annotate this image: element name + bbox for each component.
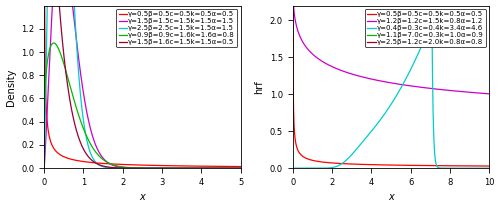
γ=0.4β=0.3c=0.4k=3.4α=4.6 bbox=[486, 167, 492, 169]
γ=1.5β=1.6c=1.5k=1.5α=0.5 bbox=[212, 167, 218, 169]
γ=1.5β=1.6c=1.5k=1.5α=0.5 bbox=[75, 135, 81, 137]
Line: γ=1.5β=1.6c=1.5k=1.5α=0.5: γ=1.5β=1.6c=1.5k=1.5α=0.5 bbox=[44, 0, 240, 168]
γ=0.5β=0.5c=0.5k=0.5α=0.5 bbox=[238, 165, 244, 168]
γ=0.4β=0.3c=0.4k=3.4α=4.6 bbox=[461, 167, 467, 169]
γ=0.4β=0.3c=0.4k=3.4α=4.6 bbox=[312, 167, 318, 169]
γ=0.5β=0.5c=0.5k=0.5α=0.5 bbox=[116, 163, 122, 166]
γ=2.5β=2.5c=1.5k=1.5α=1.5 bbox=[75, 67, 81, 69]
γ=1.2β=1.2c=1.5k=0.8α=1.2 bbox=[486, 93, 492, 95]
γ=0.9β=0.9c=1.6k=1.6α=0.8 bbox=[125, 166, 131, 169]
γ=1.5β=1.5c=1.5k=1.5α=1.5 bbox=[234, 167, 240, 169]
Legend: γ=0.5β=0.5c=0.5k=0.5α=0.5, γ=1.2β=1.2c=1.5k=0.8α=1.2, γ=0.4β=0.3c=0.4k=3.4α=4.6,: γ=0.5β=0.5c=0.5k=0.5α=0.5, γ=1.2β=1.2c=1… bbox=[365, 9, 486, 47]
γ=0.9β=0.9c=1.6k=1.6α=0.8 bbox=[212, 167, 218, 169]
γ=0.5β=0.5c=0.5k=0.5α=0.5 bbox=[75, 160, 81, 162]
γ=0.5β=0.5c=0.5k=0.5α=0.5 bbox=[461, 165, 467, 167]
γ=1.5β=1.5c=1.5k=1.5α=1.5 bbox=[212, 167, 218, 169]
γ=1.5β=1.5c=1.5k=1.5α=1.5 bbox=[75, 54, 81, 56]
γ=2.5β=2.5c=1.5k=1.5α=1.5 bbox=[125, 167, 131, 169]
γ=1.5β=1.5c=1.5k=1.5α=1.5 bbox=[238, 167, 244, 169]
γ=0.9β=0.9c=1.6k=1.6α=0.8 bbox=[116, 165, 122, 168]
Line: γ=1.2β=1.2c=1.5k=0.8α=1.2: γ=1.2β=1.2c=1.5k=0.8α=1.2 bbox=[292, 0, 489, 94]
γ=0.5β=0.5c=0.5k=0.5α=0.5 bbox=[374, 163, 380, 166]
γ=0.5β=0.5c=0.5k=0.5α=0.5 bbox=[486, 165, 492, 167]
γ=0.4β=0.3c=0.4k=3.4α=4.6 bbox=[374, 124, 380, 126]
γ=1.5β=1.6c=1.5k=1.5α=0.5 bbox=[234, 167, 239, 169]
Line: γ=0.5β=0.5c=0.5k=0.5α=0.5: γ=0.5β=0.5c=0.5k=0.5α=0.5 bbox=[292, 0, 489, 166]
γ=2.5β=2.5c=1.5k=1.5α=1.5 bbox=[234, 167, 240, 169]
γ=1.2β=1.2c=1.5k=0.8α=1.2 bbox=[312, 55, 318, 58]
γ=0.5β=0.5c=0.5k=0.5α=0.5 bbox=[365, 163, 371, 166]
γ=2.5β=2.5c=1.5k=1.5α=1.5 bbox=[212, 167, 218, 169]
γ=1.2β=1.2c=1.5k=0.8α=1.2 bbox=[365, 77, 371, 79]
γ=1.5β=1.5c=1.5k=1.5α=1.5 bbox=[125, 167, 131, 169]
γ=0.9β=0.9c=1.6k=1.6α=0.8 bbox=[50, 42, 56, 44]
γ=0.4β=0.3c=0.4k=3.4α=4.6 bbox=[324, 167, 330, 169]
γ=0.5β=0.5c=0.5k=0.5α=0.5 bbox=[482, 165, 488, 167]
γ=1.5β=1.6c=1.5k=1.5α=0.5 bbox=[116, 167, 122, 169]
γ=0.9β=0.9c=1.6k=1.6α=0.8 bbox=[238, 167, 244, 169]
γ=1.2β=1.2c=1.5k=0.8α=1.2 bbox=[461, 90, 467, 93]
γ=2.5β=2.5c=1.5k=1.5α=1.5 bbox=[41, 167, 47, 169]
Line: γ=0.4β=0.3c=0.4k=3.4α=4.6: γ=0.4β=0.3c=0.4k=3.4α=4.6 bbox=[292, 19, 489, 168]
Line: γ=0.5β=0.5c=0.5k=0.5α=0.5: γ=0.5β=0.5c=0.5k=0.5α=0.5 bbox=[44, 0, 240, 167]
γ=0.9β=0.9c=1.6k=1.6α=0.8 bbox=[64, 72, 70, 74]
Y-axis label: Density: Density bbox=[6, 68, 16, 105]
Line: γ=0.9β=0.9c=1.6k=1.6α=0.8: γ=0.9β=0.9c=1.6k=1.6α=0.8 bbox=[44, 43, 240, 168]
γ=0.4β=0.3c=0.4k=3.4α=4.6 bbox=[482, 167, 488, 169]
γ=0.5β=0.5c=0.5k=0.5α=0.5 bbox=[312, 160, 318, 162]
γ=0.5β=0.5c=0.5k=0.5α=0.5 bbox=[212, 165, 218, 168]
Y-axis label: hrf: hrf bbox=[254, 80, 264, 94]
γ=1.5β=1.6c=1.5k=1.5α=0.5 bbox=[238, 167, 244, 169]
γ=0.4β=0.3c=0.4k=3.4α=4.6 bbox=[290, 167, 296, 169]
Line: γ=2.5β=2.5c=1.5k=1.5α=1.5: γ=2.5β=2.5c=1.5k=1.5α=1.5 bbox=[44, 0, 240, 168]
γ=1.5β=1.5c=1.5k=1.5α=1.5 bbox=[116, 166, 122, 168]
γ=1.2β=1.2c=1.5k=0.8α=1.2 bbox=[374, 79, 380, 81]
γ=0.5β=0.5c=0.5k=0.5α=0.5 bbox=[324, 161, 330, 164]
X-axis label: x: x bbox=[140, 192, 145, 202]
X-axis label: x: x bbox=[388, 192, 394, 202]
γ=1.2β=1.2c=1.5k=0.8α=1.2 bbox=[482, 92, 488, 95]
γ=0.4β=0.3c=0.4k=3.4α=4.6 bbox=[365, 134, 371, 137]
Legend: γ=0.5β=0.5c=0.5k=0.5α=0.5, γ=1.5β=1.5c=1.5k=1.5α=1.5, γ=2.5β=2.5c=1.5k=1.5α=1.5,: γ=0.5β=0.5c=0.5k=0.5α=0.5, γ=1.5β=1.5c=1… bbox=[116, 9, 237, 47]
γ=0.9β=0.9c=1.6k=1.6α=0.8 bbox=[41, 162, 47, 165]
γ=1.5β=1.5c=1.5k=1.5α=1.5 bbox=[41, 167, 47, 169]
γ=1.5β=1.6c=1.5k=1.5α=0.5 bbox=[125, 167, 131, 169]
γ=0.9β=0.9c=1.6k=1.6α=0.8 bbox=[75, 113, 81, 115]
γ=1.2β=1.2c=1.5k=0.8α=1.2 bbox=[324, 63, 330, 65]
Line: γ=1.5β=1.5c=1.5k=1.5α=1.5: γ=1.5β=1.5c=1.5k=1.5α=1.5 bbox=[44, 0, 240, 168]
γ=2.5β=2.5c=1.5k=1.5α=1.5 bbox=[238, 167, 244, 169]
γ=1.5β=1.6c=1.5k=1.5α=0.5 bbox=[64, 76, 70, 79]
γ=2.5β=2.5c=1.5k=1.5α=1.5 bbox=[116, 167, 122, 169]
γ=0.9β=0.9c=1.6k=1.6α=0.8 bbox=[234, 167, 240, 169]
γ=0.5β=0.5c=0.5k=0.5α=0.5 bbox=[64, 157, 70, 159]
γ=0.5β=0.5c=0.5k=0.5α=0.5 bbox=[234, 165, 239, 168]
γ=0.5β=0.5c=0.5k=0.5α=0.5 bbox=[125, 163, 131, 166]
γ=0.4β=0.3c=0.4k=3.4α=4.6 bbox=[428, 18, 434, 21]
